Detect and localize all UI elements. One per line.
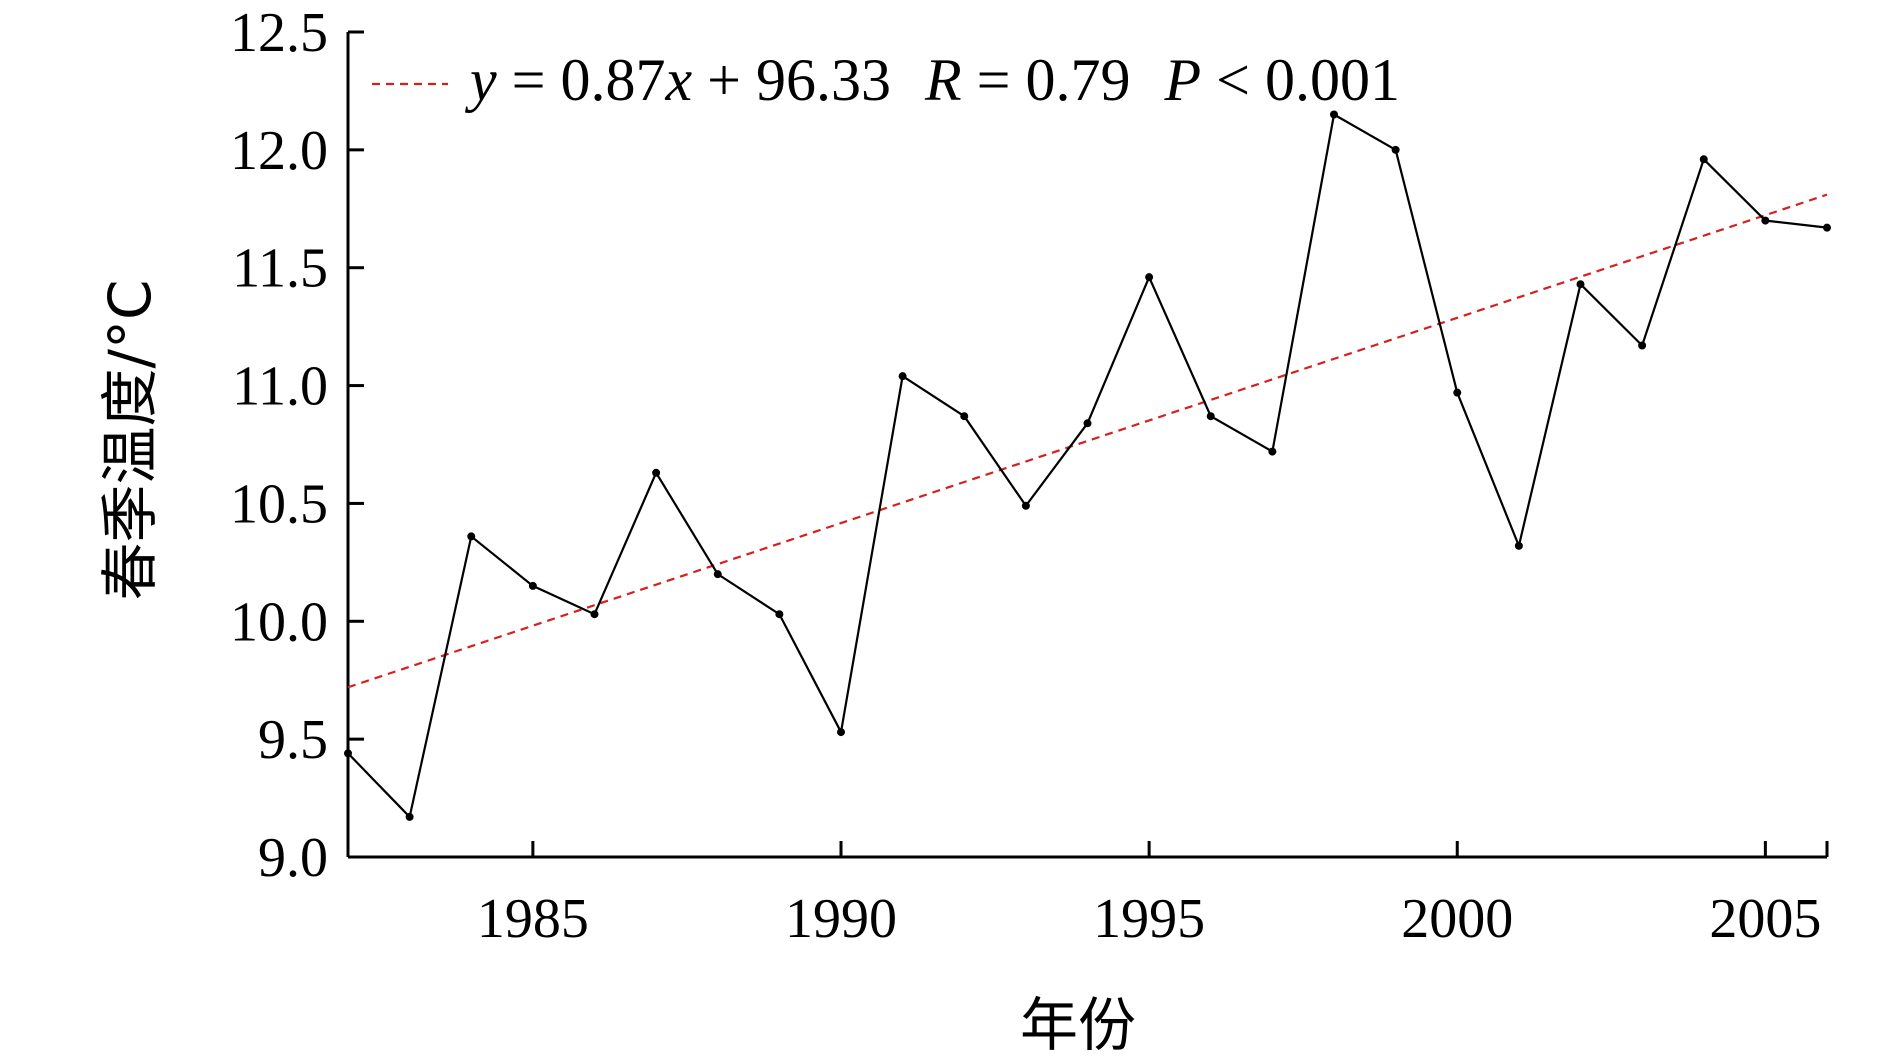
data-point bbox=[1514, 541, 1523, 550]
eq-y-var: y bbox=[464, 47, 497, 113]
legend: y = 0.87x + 96.33 R = 0.79 P < 0.001 bbox=[372, 47, 1400, 113]
series-group bbox=[344, 110, 1831, 821]
x-tick-label: 2000 bbox=[1401, 888, 1513, 950]
data-point bbox=[713, 570, 722, 579]
x-tick-label: 2005 bbox=[1709, 888, 1821, 950]
y-tick-label: 11.5 bbox=[232, 238, 328, 300]
data-point bbox=[344, 749, 352, 758]
r-var: R bbox=[924, 47, 962, 113]
y-tick-label: 9.0 bbox=[258, 827, 328, 889]
data-point bbox=[1268, 447, 1277, 456]
data-point bbox=[467, 532, 476, 541]
data-point bbox=[1021, 501, 1030, 510]
data-point bbox=[405, 812, 414, 821]
data-point bbox=[1330, 110, 1338, 119]
data-point bbox=[1638, 341, 1647, 350]
y-tick-label: 10.0 bbox=[230, 591, 328, 653]
data-point bbox=[1576, 280, 1585, 289]
data-point bbox=[1823, 223, 1831, 232]
y-axis-ticks: 9.0 9.5 10.0 10.5 11.0 11.5 12.0 12.5 bbox=[230, 2, 364, 889]
y-tick-label: 9.5 bbox=[258, 709, 328, 771]
x-tick-label: 1985 bbox=[477, 888, 589, 950]
p-value: < 0.001 bbox=[1201, 47, 1400, 113]
r-value: = 0.79 bbox=[962, 47, 1131, 113]
data-point bbox=[1083, 419, 1092, 428]
data-point bbox=[1453, 388, 1462, 397]
y-tick-label: 11.0 bbox=[232, 356, 328, 418]
data-point bbox=[652, 468, 661, 477]
y-tick-label: 12.5 bbox=[230, 2, 328, 64]
y-axis-title: 春季温度/°C bbox=[96, 279, 164, 600]
x-axis-ticks: 1985 1990 1995 2000 2005 bbox=[477, 841, 1829, 950]
x-tick-label: 1990 bbox=[785, 888, 897, 950]
eq-intercept: + 96.33 bbox=[692, 47, 891, 113]
eq-slope: = 0.87 bbox=[497, 47, 666, 113]
trend-equation: y = 0.87x + 96.33 R = 0.79 P < 0.001 bbox=[464, 47, 1400, 113]
series-line bbox=[347, 112, 1828, 820]
data-point bbox=[837, 728, 845, 737]
trendline bbox=[347, 193, 1828, 689]
data-point bbox=[590, 610, 599, 619]
data-point bbox=[898, 372, 907, 381]
x-axis-title: 年份 bbox=[1020, 991, 1136, 1059]
data-point bbox=[960, 412, 969, 421]
y-tick-label: 10.5 bbox=[230, 473, 328, 535]
p-var: P bbox=[1163, 47, 1201, 113]
data-point bbox=[1145, 273, 1154, 282]
data-point bbox=[528, 581, 537, 590]
data-point bbox=[1761, 216, 1770, 225]
eq-x-var: x bbox=[664, 47, 692, 113]
x-tick-label: 1995 bbox=[1093, 888, 1205, 950]
trendline-group bbox=[347, 193, 1828, 689]
data-point bbox=[1391, 145, 1400, 154]
data-point bbox=[1206, 412, 1215, 421]
y-tick-label: 12.0 bbox=[230, 120, 328, 182]
data-point bbox=[775, 610, 784, 619]
data-point bbox=[1699, 155, 1708, 164]
